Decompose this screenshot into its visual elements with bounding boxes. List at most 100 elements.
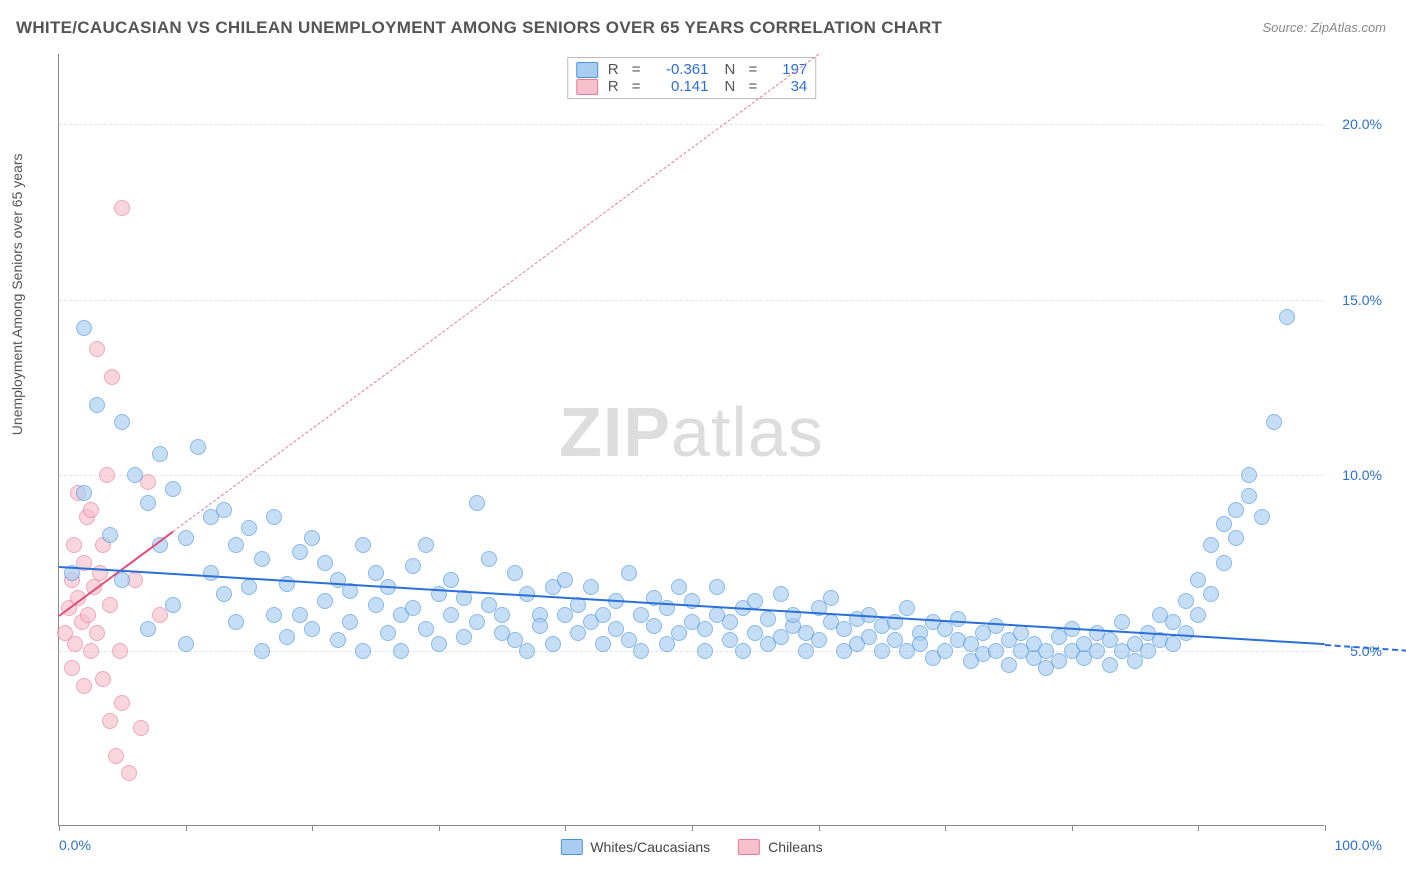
data-point-white — [228, 537, 244, 553]
x-tick — [945, 825, 946, 831]
data-point-white — [1114, 614, 1130, 630]
y-tick-label: 15.0% — [1342, 292, 1382, 308]
data-point-chilean — [102, 713, 118, 729]
y-axis-title: Unemployment Among Seniors over 65 years — [9, 153, 25, 435]
data-point-white — [469, 614, 485, 630]
data-point-white — [1190, 607, 1206, 623]
data-point-chilean — [66, 537, 82, 553]
data-point-white — [557, 572, 573, 588]
data-point-white — [507, 565, 523, 581]
legend-swatch-white — [560, 839, 582, 855]
data-point-white — [1203, 586, 1219, 602]
data-point-white — [709, 579, 725, 595]
x-tick — [186, 825, 187, 831]
data-point-chilean — [121, 765, 137, 781]
data-point-white — [355, 537, 371, 553]
data-point-chilean — [89, 625, 105, 641]
data-point-white — [747, 593, 763, 609]
data-point-white — [76, 320, 92, 336]
data-point-white — [241, 520, 257, 536]
gridline — [59, 124, 1324, 125]
data-point-white — [342, 614, 358, 630]
data-point-white — [899, 600, 915, 616]
data-point-white — [152, 446, 168, 462]
data-point-white — [203, 565, 219, 581]
data-point-white — [760, 611, 776, 627]
data-point-white — [140, 621, 156, 637]
swatch-white — [576, 62, 598, 78]
data-point-white — [469, 495, 485, 511]
data-point-white — [697, 621, 713, 637]
x-tick — [439, 825, 440, 831]
x-tick — [1325, 825, 1326, 831]
x-tick — [1198, 825, 1199, 831]
legend-item-chilean: Chileans — [738, 839, 822, 855]
data-point-white — [697, 643, 713, 659]
legend-label-white: Whites/Caucasians — [590, 839, 710, 855]
x-tick — [819, 825, 820, 831]
gridline — [59, 300, 1324, 301]
data-point-chilean — [89, 341, 105, 357]
data-point-chilean — [95, 671, 111, 687]
trend-line — [59, 566, 1325, 645]
data-point-white — [443, 607, 459, 623]
y-tick-label: 5.0% — [1350, 643, 1382, 659]
data-point-chilean — [102, 597, 118, 613]
x-tick — [692, 825, 693, 831]
data-point-white — [140, 495, 156, 511]
watermark: ZIPatlas — [559, 392, 824, 472]
data-point-white — [443, 572, 459, 588]
data-point-chilean — [104, 369, 120, 385]
data-point-white — [418, 621, 434, 637]
data-point-white — [773, 586, 789, 602]
data-point-white — [735, 643, 751, 659]
data-point-white — [1203, 537, 1219, 553]
data-point-white — [494, 607, 510, 623]
data-point-white — [114, 414, 130, 430]
data-point-white — [266, 509, 282, 525]
data-point-white — [1178, 593, 1194, 609]
data-point-white — [405, 558, 421, 574]
data-point-chilean — [67, 636, 83, 652]
data-point-chilean — [114, 200, 130, 216]
data-point-white — [292, 544, 308, 560]
legend-label-chilean: Chileans — [768, 839, 822, 855]
data-point-white — [671, 579, 687, 595]
data-point-white — [216, 586, 232, 602]
data-point-white — [228, 614, 244, 630]
data-point-chilean — [99, 467, 115, 483]
chart-title: WHITE/CAUCASIAN VS CHILEAN UNEMPLOYMENT … — [16, 18, 942, 38]
x-axis-min-label: 0.0% — [59, 837, 91, 853]
data-point-white — [279, 576, 295, 592]
r-value-chilean: 0.141 — [651, 78, 709, 95]
data-point-white — [178, 636, 194, 652]
y-tick-label: 10.0% — [1342, 467, 1382, 483]
data-point-white — [1228, 530, 1244, 546]
data-point-white — [165, 481, 181, 497]
data-point-white — [633, 643, 649, 659]
legend-item-white: Whites/Caucasians — [560, 839, 710, 855]
data-point-white — [241, 579, 257, 595]
legend-swatch-chilean — [738, 839, 760, 855]
x-tick — [565, 825, 566, 831]
data-point-white — [330, 632, 346, 648]
data-point-white — [254, 551, 270, 567]
data-point-chilean — [114, 695, 130, 711]
data-point-white — [102, 527, 118, 543]
data-point-chilean — [83, 502, 99, 518]
data-point-white — [292, 607, 308, 623]
legend: Whites/Caucasians Chileans — [560, 839, 822, 855]
data-point-white — [317, 555, 333, 571]
data-point-white — [1216, 555, 1232, 571]
data-point-chilean — [108, 748, 124, 764]
data-point-white — [317, 593, 333, 609]
data-point-white — [355, 643, 371, 659]
data-point-white — [912, 636, 928, 652]
data-point-white — [595, 636, 611, 652]
data-point-white — [481, 551, 497, 567]
data-point-chilean — [133, 720, 149, 736]
data-point-white — [190, 439, 206, 455]
data-point-white — [279, 629, 295, 645]
source-label: Source: ZipAtlas.com — [1262, 20, 1386, 35]
x-tick — [312, 825, 313, 831]
